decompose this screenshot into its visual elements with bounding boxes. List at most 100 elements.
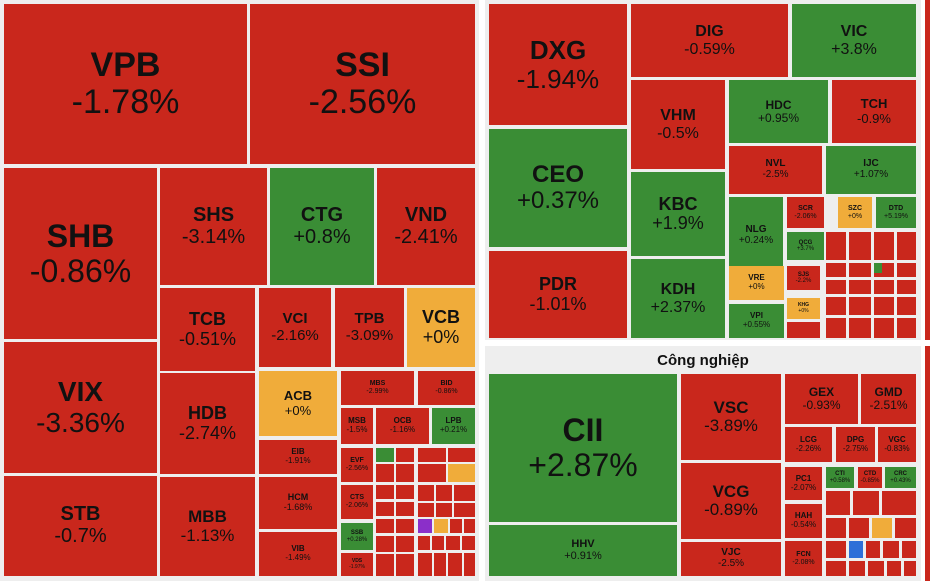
stock-tile-small[interactable] (826, 280, 846, 294)
stock-tile-small[interactable] (849, 318, 871, 338)
stock-tile-crc[interactable]: CRC +0.43% (885, 467, 916, 488)
stock-tile-small[interactable] (826, 561, 846, 576)
stock-tile-small[interactable] (897, 263, 916, 277)
stock-tile-small[interactable] (418, 464, 446, 482)
stock-tile-ssb[interactable]: SSB +0.28% (341, 523, 373, 550)
stock-tile-small[interactable] (448, 448, 475, 462)
stock-tile-tcb[interactable]: TCB -0.51% (160, 288, 255, 371)
stock-tile-small[interactable] (897, 297, 916, 315)
stock-tile-small[interactable] (897, 280, 916, 294)
stock-tile-lcg[interactable]: LCG -2.26% (785, 427, 832, 462)
stock-tile-small[interactable] (418, 519, 432, 533)
stock-tile-small[interactable] (874, 280, 894, 294)
stock-tile-shb[interactable]: SHB -0.86% (4, 168, 157, 339)
stock-tile-nvl[interactable]: NVL -2.5% (729, 146, 822, 194)
stock-tile-szc[interactable]: SZC +0% (838, 197, 872, 228)
stock-tile-small[interactable] (396, 448, 414, 462)
stock-tile-small[interactable] (396, 464, 414, 482)
stock-tile-evf[interactable]: EVF -2.56% (341, 448, 373, 482)
stock-tile-small[interactable] (396, 502, 414, 516)
stock-tile-sjs[interactable]: SJS -2.2% (787, 266, 820, 290)
stock-tile-small[interactable] (448, 464, 475, 482)
stock-tile-pc1[interactable]: PC1 -2.07% (785, 467, 822, 500)
stock-tile-acb[interactable]: ACB +0% (259, 371, 337, 436)
stock-tile-dpg[interactable]: DPG -2.75% (836, 427, 875, 462)
stock-tile-small[interactable] (849, 541, 863, 558)
stock-tile-small[interactable] (454, 485, 475, 501)
stock-tile-mbb[interactable]: MBB -1.13% (160, 477, 255, 576)
stock-tile-vib[interactable]: VIB -1.49% (259, 532, 337, 576)
stock-tile-vhm[interactable]: VHM -0.5% (631, 80, 725, 169)
stock-tile-small[interactable] (895, 518, 916, 538)
stock-tile-small[interactable] (874, 297, 894, 315)
stock-tile-small[interactable] (872, 518, 892, 538)
stock-tile-small[interactable] (418, 553, 432, 576)
stock-tile-small[interactable] (376, 464, 394, 482)
stock-tile-small[interactable] (826, 541, 846, 558)
stock-tile-ctd[interactable]: CTD -0.85% (858, 467, 882, 488)
stock-tile-small[interactable] (418, 485, 434, 501)
stock-tile-gmd[interactable]: GMD -2.51% (861, 374, 916, 424)
stock-tile-vic[interactable]: VIC +3.8% (792, 4, 916, 77)
stock-tile-msb[interactable]: MSB -1.5% (341, 408, 373, 444)
stock-tile-small[interactable] (464, 553, 475, 576)
stock-tile-small[interactable] (868, 561, 884, 576)
stock-tile-small[interactable] (874, 263, 882, 273)
stock-tile-small[interactable] (849, 280, 871, 294)
stock-tile-small[interactable] (826, 518, 846, 538)
stock-tile-ceo[interactable]: CEO +0.37% (489, 129, 627, 247)
stock-tile-small[interactable] (826, 232, 846, 260)
stock-tile-vpi[interactable]: VPI +0.55% (729, 304, 784, 338)
stock-tile-vix[interactable]: VIX -3.36% (4, 342, 157, 473)
stock-tile-small[interactable] (434, 519, 448, 533)
stock-tile-small[interactable] (826, 491, 850, 515)
stock-tile-pdr[interactable]: PDR -1.01% (489, 251, 627, 338)
stock-tile-dxg[interactable]: DXG -1.94% (489, 4, 627, 125)
stock-tile-small[interactable] (446, 536, 460, 550)
stock-tile-shs[interactable]: SHS -3.14% (160, 168, 267, 285)
stock-tile-vgc[interactable]: VGC -0.83% (878, 427, 916, 462)
stock-tile-small[interactable] (849, 518, 869, 538)
stock-tile-vds[interactable]: VDS -1.97% (341, 553, 373, 576)
stock-tile-nlg[interactable]: NLG +0.24% (729, 197, 783, 275)
stock-tile-dig[interactable]: DIG -0.59% (631, 4, 788, 77)
stock-tile-tpb[interactable]: TPB -3.09% (335, 288, 404, 367)
stock-tile-small[interactable] (376, 519, 394, 533)
stock-tile-small[interactable] (450, 519, 462, 533)
stock-tile-fcn[interactable]: FCN -2.08% (785, 541, 822, 576)
stock-tile-cii[interactable]: CII +2.87% (489, 374, 677, 522)
stock-tile-kbc[interactable]: KBC +1.9% (631, 172, 725, 256)
stock-tile-hcm[interactable]: HCM -1.68% (259, 477, 337, 529)
stock-tile-eib[interactable]: EIB -1.91% (259, 440, 337, 474)
stock-tile-small[interactable] (396, 519, 414, 533)
stock-tile-small[interactable] (874, 318, 894, 338)
stock-tile-small[interactable] (376, 448, 394, 462)
stock-tile-hhv[interactable]: HHV +0.91% (489, 525, 677, 576)
stock-tile-small[interactable] (448, 553, 462, 576)
stock-tile-hdb[interactable]: HDB -2.74% (160, 373, 255, 474)
stock-tile-small[interactable] (418, 503, 434, 517)
stock-tile-small[interactable] (376, 536, 394, 552)
stock-tile-small[interactable] (418, 536, 430, 550)
stock-tile-small[interactable] (897, 232, 916, 260)
stock-tile-small[interactable] (874, 232, 894, 260)
stock-tile-small[interactable] (396, 485, 414, 499)
stock-tile-small[interactable] (396, 554, 414, 576)
stock-tile-small[interactable] (849, 297, 871, 315)
stock-tile-small[interactable] (902, 541, 916, 558)
stock-tile-cts[interactable]: CTS -2.06% (341, 485, 373, 519)
stock-tile-small[interactable] (904, 561, 916, 576)
stock-tile-khg[interactable]: KHG +0% (787, 298, 820, 319)
stock-tile-small[interactable] (826, 263, 846, 277)
stock-tile-small[interactable] (462, 536, 475, 550)
stock-tile-small[interactable] (853, 491, 879, 515)
stock-tile-hah[interactable]: HAH -0.54% (785, 504, 822, 538)
stock-tile-small[interactable] (826, 297, 846, 315)
stock-tile-ocb[interactable]: OCB -1.16% (376, 408, 429, 444)
stock-tile-vcg[interactable]: VCG -0.89% (681, 463, 781, 539)
stock-tile-small[interactable] (464, 519, 475, 533)
stock-tile-vcb[interactable]: VCB +0% (407, 288, 475, 367)
stock-tile-small[interactable] (454, 503, 475, 517)
stock-tile-small[interactable] (434, 553, 446, 576)
stock-tile-small[interactable] (849, 263, 871, 277)
